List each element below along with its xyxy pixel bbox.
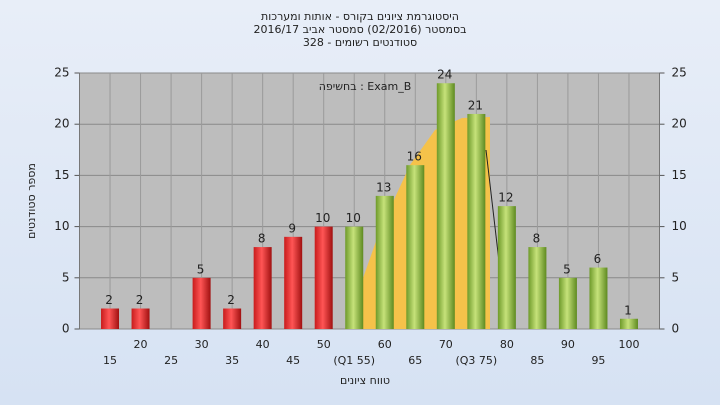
data-label: 13 bbox=[376, 180, 391, 194]
bar bbox=[436, 83, 455, 330]
x-axis-label: טווח ציונים bbox=[340, 374, 390, 387]
x-tick-label: 95 bbox=[591, 354, 605, 367]
data-label: 1 bbox=[624, 303, 632, 317]
y-tick-label: 10 bbox=[54, 219, 69, 233]
bar bbox=[345, 226, 364, 329]
x-tick-label: 90 bbox=[561, 338, 575, 351]
data-label: 5 bbox=[563, 262, 571, 276]
bar bbox=[314, 226, 333, 329]
y-tick-label: 5 bbox=[62, 270, 70, 284]
x-tick-label: 100 bbox=[618, 338, 639, 351]
subtitle: סטודנטים רשומים - 328 bbox=[303, 36, 417, 49]
x-tick-label: 65 bbox=[408, 354, 422, 367]
data-label: 10 bbox=[346, 211, 361, 225]
y-tick-label: 0 bbox=[62, 322, 70, 336]
x-tick-label: 40 bbox=[256, 338, 270, 351]
y-tick-label: 20 bbox=[54, 117, 69, 131]
y2-tick-label: 10 bbox=[672, 219, 687, 233]
data-label: 21 bbox=[468, 98, 483, 112]
y2-tick-label: 0 bbox=[672, 322, 680, 336]
data-label: 16 bbox=[407, 150, 422, 164]
bar bbox=[497, 206, 516, 329]
marker-line bbox=[485, 149, 501, 271]
bar bbox=[406, 165, 425, 329]
x-tick-label: 50 bbox=[317, 338, 331, 351]
data-label: 10 bbox=[315, 211, 330, 225]
y2-tick-label: 15 bbox=[672, 168, 687, 182]
x-tick-label: 85 bbox=[530, 354, 544, 367]
bar bbox=[528, 247, 547, 329]
data-label: 6 bbox=[594, 252, 602, 266]
data-label: 8 bbox=[258, 232, 266, 246]
bar bbox=[589, 267, 608, 329]
bar bbox=[619, 318, 638, 329]
x-tick-label: 15 bbox=[103, 354, 117, 367]
title: היסטוגרמת ציונים בקורס - אותות ומערכות bbox=[261, 10, 459, 23]
annotation: בחשיפה : Exam_B bbox=[319, 80, 412, 93]
bar bbox=[284, 236, 303, 329]
y-axis-label: מספר סטודנטים bbox=[25, 163, 38, 239]
data-label: 9 bbox=[288, 221, 296, 235]
data-label: 24 bbox=[437, 68, 452, 82]
y2-tick-label: 20 bbox=[672, 117, 687, 131]
x-tick-label: 80 bbox=[500, 338, 514, 351]
data-label: 12 bbox=[498, 191, 513, 205]
y2-tick-label: 25 bbox=[672, 66, 687, 80]
data-label: 5 bbox=[197, 262, 205, 276]
data-label: 2 bbox=[227, 293, 235, 307]
y-tick-label: 15 bbox=[54, 168, 69, 182]
x-tick-label: 60 bbox=[378, 338, 392, 351]
bar bbox=[375, 195, 394, 329]
x-tick-label: (Q1 55) bbox=[333, 354, 375, 367]
x-tick-label: (Q3 75) bbox=[455, 354, 497, 367]
x-tick-label: 25 bbox=[164, 354, 178, 367]
data-label: 2 bbox=[105, 293, 113, 307]
x-tick-label: 45 bbox=[286, 354, 300, 367]
y-tick-label: 25 bbox=[54, 66, 69, 80]
x-tick-label: 70 bbox=[439, 338, 453, 351]
bar bbox=[223, 308, 242, 329]
data-label: 2 bbox=[136, 293, 144, 307]
x-tick-label: 35 bbox=[225, 354, 239, 367]
x-tick-label: 20 bbox=[134, 338, 148, 351]
data-label: 8 bbox=[533, 232, 541, 246]
bar bbox=[192, 277, 211, 329]
y2-tick-label: 5 bbox=[672, 270, 680, 284]
bar bbox=[558, 277, 577, 329]
bar bbox=[101, 308, 120, 329]
bar bbox=[467, 113, 486, 330]
bar bbox=[253, 247, 272, 329]
x-tick-label: 30 bbox=[195, 338, 209, 351]
bar bbox=[131, 308, 150, 329]
subtitle: בסמסטר (02/2016) סמסטר אביב 2016/17 bbox=[253, 23, 466, 36]
